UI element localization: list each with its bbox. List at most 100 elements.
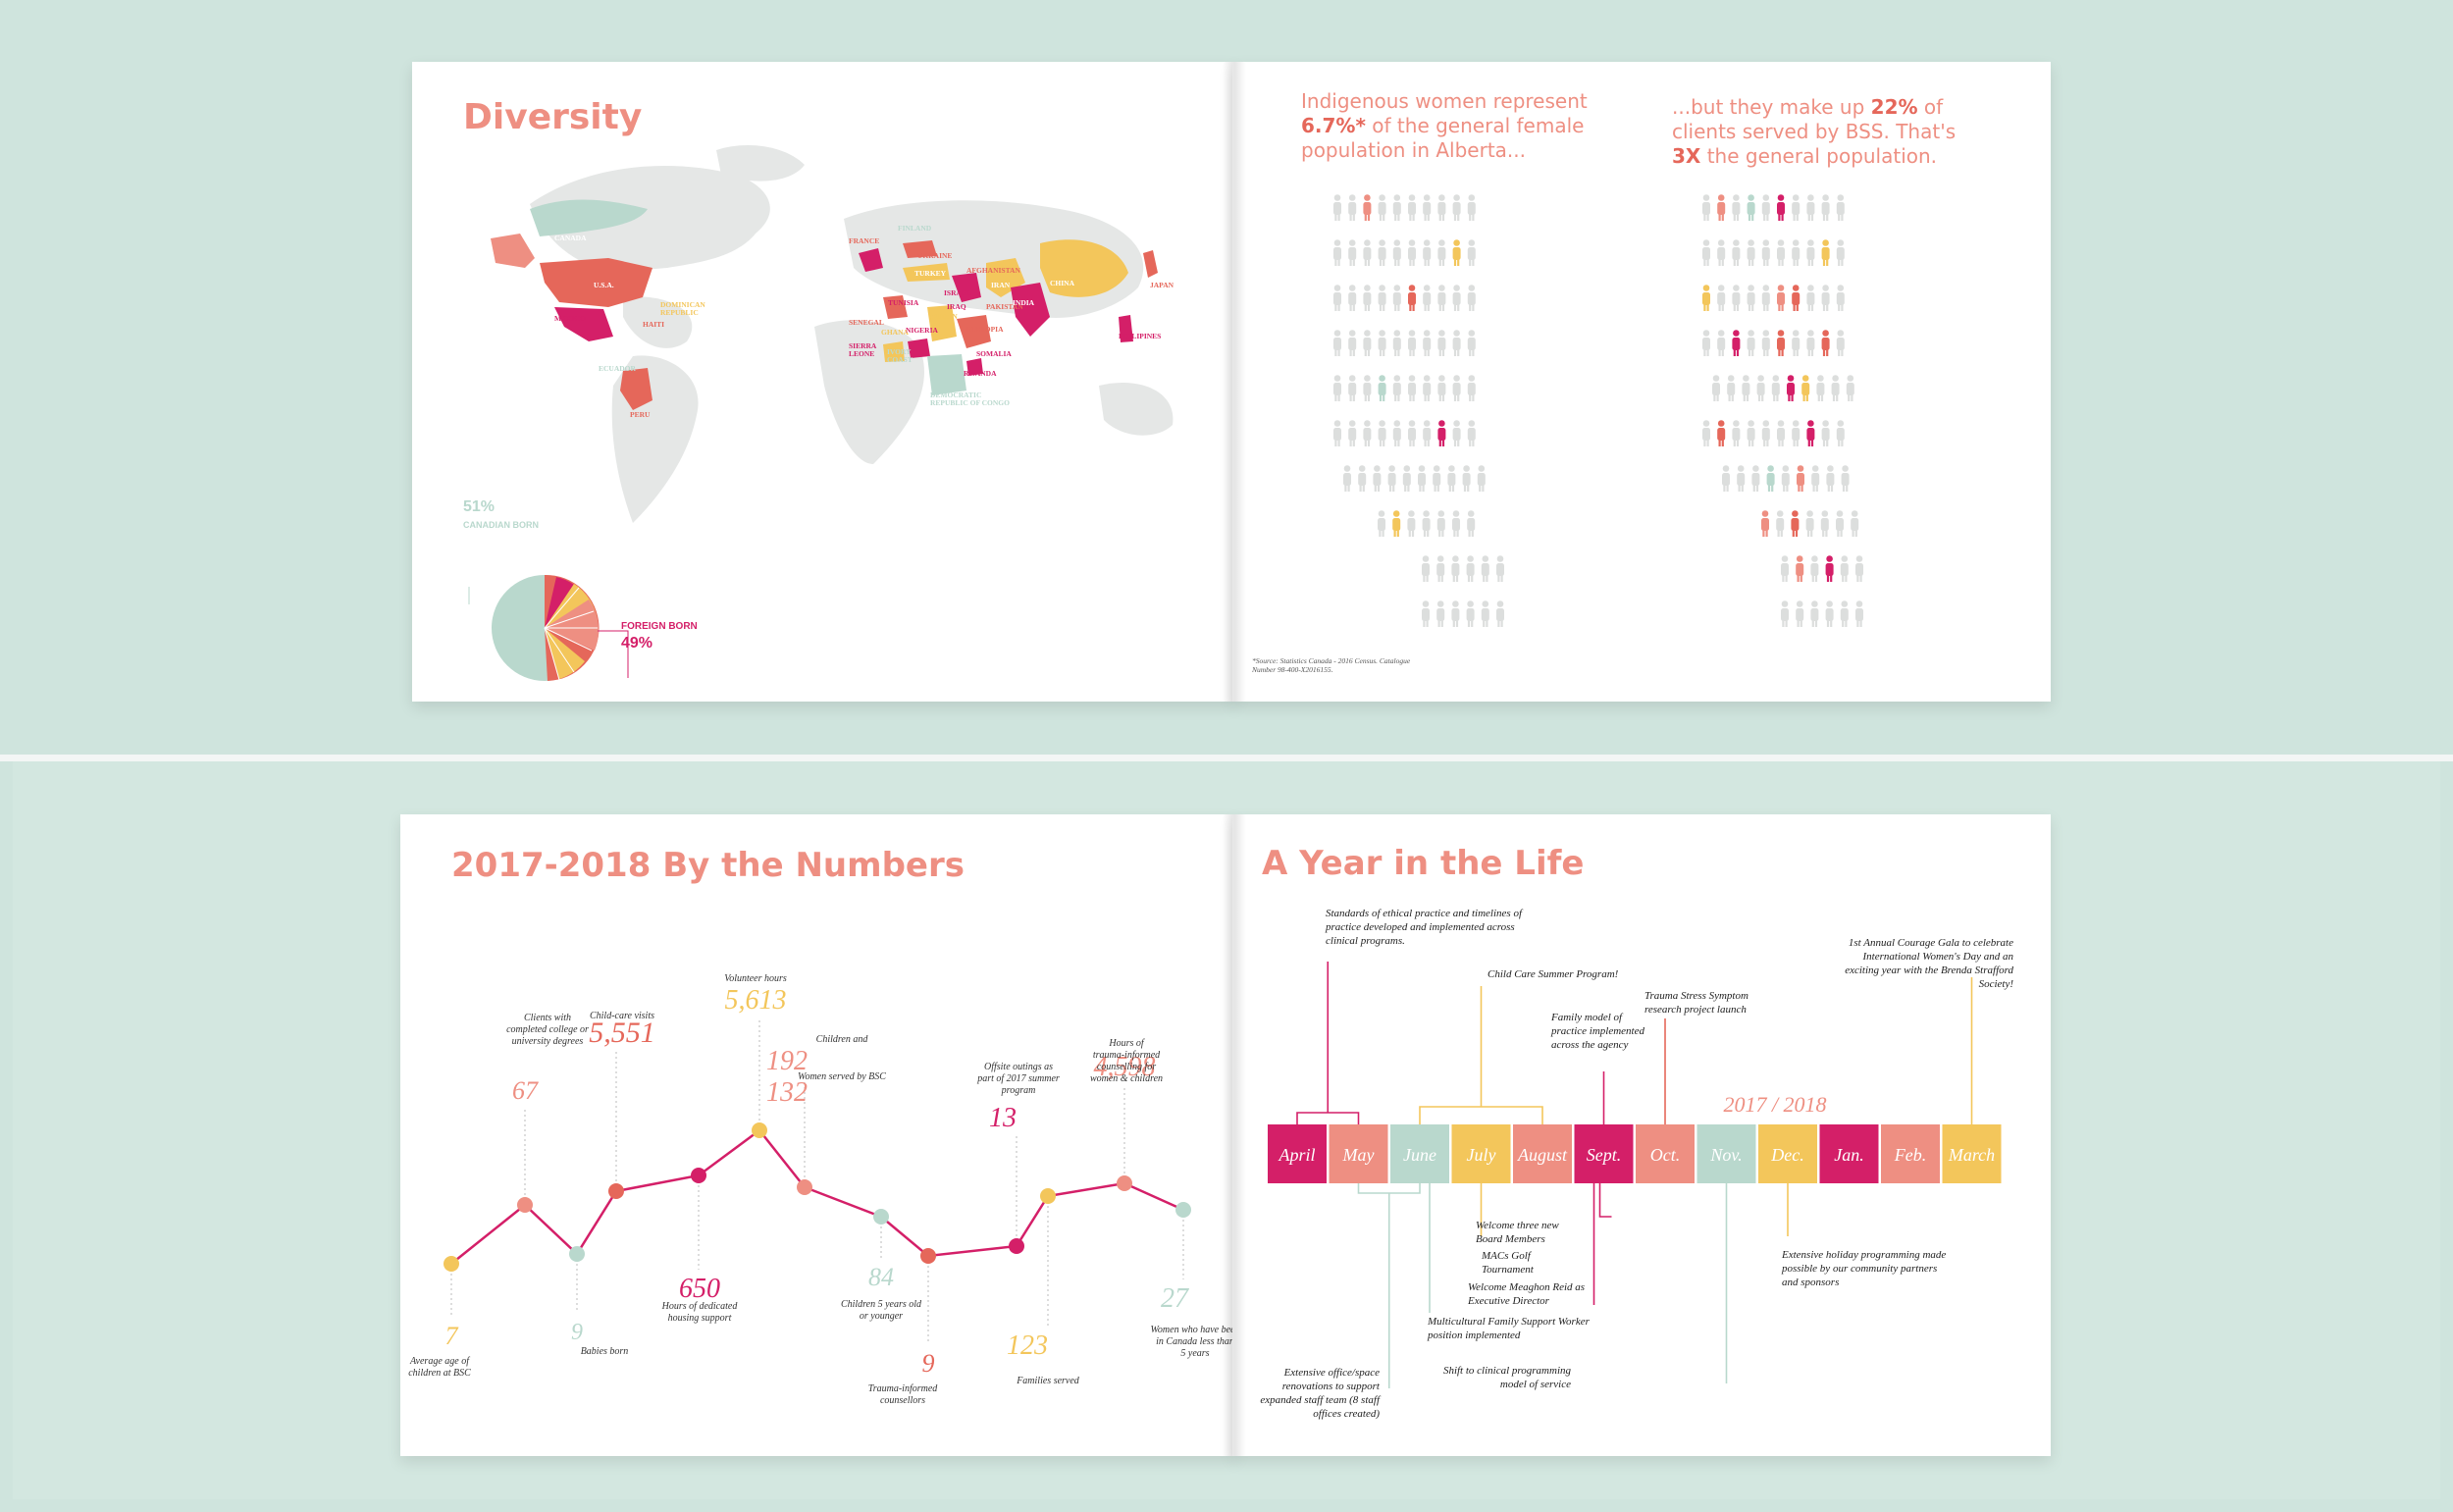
map-country-peru (620, 368, 652, 410)
person-icon (1846, 375, 1854, 401)
svg-text:COAST: COAST (887, 355, 913, 364)
month-block (1696, 1124, 1756, 1183)
event-label: exciting year with the Brenda Strafford (1845, 965, 2013, 976)
person-icon (1436, 510, 1445, 537)
svg-text:SOMALIA: SOMALIA (976, 349, 1012, 358)
month-block (1881, 1124, 1940, 1183)
person-icon (1477, 465, 1486, 492)
data-point (920, 1248, 936, 1264)
data-point (1009, 1238, 1024, 1254)
map-country-ukraine (903, 240, 937, 258)
person-icon (1402, 465, 1411, 492)
person-icon (1358, 465, 1367, 492)
year-page: A Year in the Life April May June July Augus… (1232, 814, 2051, 1456)
svg-text:PHILIPINES: PHILIPINES (1119, 332, 1161, 340)
connector-line (1357, 1183, 1421, 1194)
map-country-china (1040, 239, 1128, 297)
person-icon (1747, 285, 1755, 311)
page-title: A Year in the Life (1262, 844, 1585, 883)
event-label: International Women's Day and an (1862, 951, 2014, 963)
person-icon (1805, 510, 1814, 537)
month-label: March (1948, 1145, 1995, 1165)
person-icon (1343, 465, 1351, 492)
data-point (1117, 1175, 1132, 1191)
value-label: 9 (571, 1320, 583, 1345)
point-description: children at BSC (408, 1368, 471, 1379)
highlighted-person-icon (1777, 285, 1785, 311)
event-label: offices created) (1313, 1408, 1380, 1420)
person-icon (1825, 600, 1834, 627)
person-icon (1422, 510, 1431, 537)
person-icon (1727, 375, 1736, 401)
person-icon (1348, 330, 1357, 356)
month-block (1390, 1124, 1449, 1183)
person-icon (1437, 239, 1446, 266)
point-description: trauma-informed (1093, 1050, 1161, 1061)
event-label: Trauma Stress Symptom (1644, 990, 1748, 1002)
highlighted-person-icon (1378, 375, 1386, 401)
svg-text:PAKISTAN: PAKISTAN (986, 302, 1023, 311)
person-icon (1761, 239, 1770, 266)
event-label: Tournament (1482, 1264, 1535, 1276)
highlighted-person-icon (1437, 420, 1446, 446)
person-icon (1452, 420, 1461, 446)
diversity-page: Diversity (412, 62, 1236, 702)
event-label: Child Care Summer Program! (1487, 968, 1619, 980)
top-spine-shadow (1223, 62, 1246, 702)
people-grid-left (1333, 194, 1504, 627)
person-icon (1373, 465, 1382, 492)
person-icon (1855, 555, 1863, 582)
person-icon (1781, 465, 1790, 492)
person-icon (1392, 330, 1401, 356)
event-label: Welcome three new (1476, 1220, 1559, 1231)
bottom-spine-shadow (1223, 814, 1246, 1456)
highlighted-person-icon (1821, 330, 1830, 356)
person-icon (1777, 239, 1785, 266)
person-icon (1423, 420, 1432, 446)
person-icon (1452, 330, 1461, 356)
person-icon (1826, 465, 1835, 492)
person-icon (1452, 194, 1461, 221)
event-label: research project launch (1644, 1004, 1747, 1016)
page-title: Diversity (463, 97, 643, 137)
person-icon (1452, 510, 1460, 537)
value-label: 13 (989, 1103, 1017, 1133)
value-label: 192 (766, 1046, 808, 1076)
map-country-ghana (883, 341, 905, 362)
highlighted-person-icon (1766, 465, 1775, 492)
person-icon (1747, 239, 1755, 266)
event-label: practice developed and implemented acros… (1325, 921, 1515, 933)
person-icon (1363, 330, 1372, 356)
person-icon (1836, 420, 1845, 446)
person-icon (1821, 194, 1830, 221)
data-point (569, 1246, 585, 1262)
person-icon (1761, 420, 1770, 446)
svg-text:CHINA: CHINA (1050, 279, 1075, 287)
person-icon (1851, 510, 1859, 537)
point-description: women & children (1090, 1073, 1163, 1084)
person-icon (1333, 420, 1341, 446)
person-icon (1481, 555, 1489, 582)
person-icon (1761, 194, 1770, 221)
event-label: position implemented (1427, 1330, 1521, 1341)
person-icon (1387, 465, 1396, 492)
highlighted-person-icon (1796, 555, 1804, 582)
point-description: 5 years (1180, 1348, 1209, 1359)
month-block (1513, 1124, 1572, 1183)
point-description: Trauma-informed (868, 1383, 939, 1394)
svg-text:ETHIOPIA: ETHIOPIA (966, 325, 1004, 334)
map-country-sudan (927, 305, 957, 341)
point-description: Volunteer hours (724, 973, 787, 984)
point-description: in Canada less than (1156, 1336, 1234, 1347)
person-icon (1348, 420, 1357, 446)
map-country-alaska (491, 234, 535, 268)
highlighted-person-icon (1806, 420, 1815, 446)
point-description: Women who have been (1151, 1325, 1237, 1335)
value-label: 5,613 (725, 985, 787, 1016)
map-country-japan (1143, 250, 1158, 278)
person-icon (1717, 239, 1726, 266)
person-icon (1437, 194, 1446, 221)
highlighted-person-icon (1408, 285, 1416, 311)
svg-text:U.S.A.: U.S.A. (594, 281, 614, 289)
person-icon (1408, 330, 1416, 356)
